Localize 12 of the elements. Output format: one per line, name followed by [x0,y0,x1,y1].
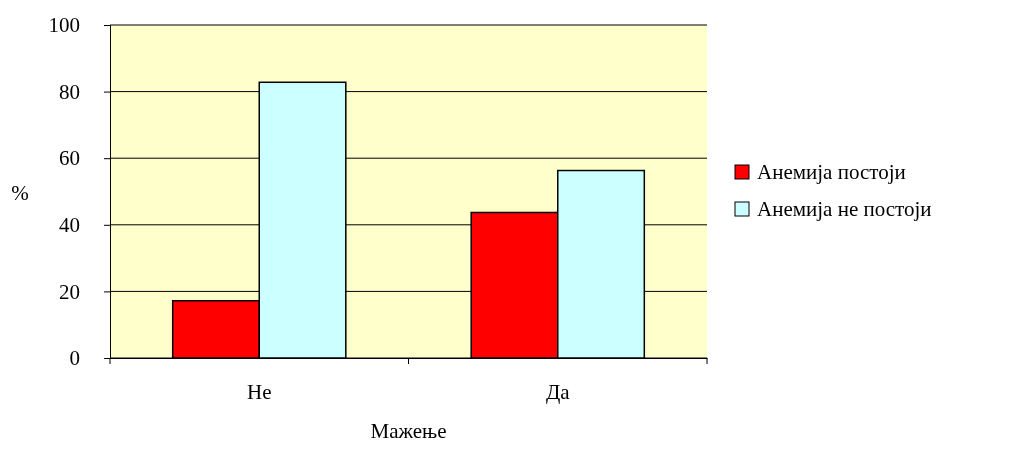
y-tick-label: 40 [59,213,80,238]
y-tick-label: 60 [59,146,80,171]
legend-label: Анемија постоји [757,160,906,184]
y-tick-label: 80 [59,79,80,104]
y-tick-label: 0 [69,346,80,371]
y-tick-label: 20 [59,279,80,304]
y-tick-label: 100 [48,13,80,38]
legend-label: Анемија не постоји [757,197,932,221]
x-axis-title: Мажење [370,419,447,443]
x-tick-label: Не [247,379,272,404]
x-tick-label: Да [545,379,571,404]
y-axis-title: % [11,181,29,205]
